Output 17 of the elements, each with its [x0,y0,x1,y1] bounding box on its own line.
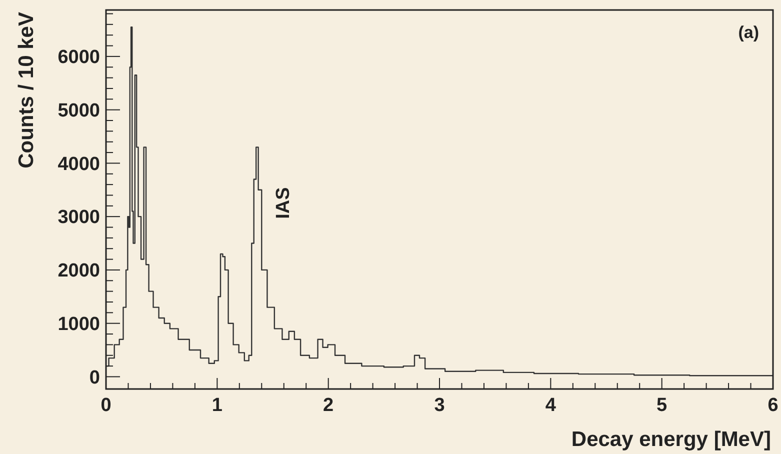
x-tick-label: 5 [656,395,668,416]
x-tick-label: 1 [212,395,223,416]
x-axis-title: Decay energy [MeV] [571,428,771,451]
y-tick-label: 5000 [58,100,100,122]
x-tick-label: 2 [323,395,334,416]
x-tick-label: 4 [545,395,556,416]
y-axis-title: Counts / 10 keV [15,12,38,168]
y-tick-label: 6000 [58,47,100,68]
annotation: (a) [738,23,759,42]
y-tick-label: 2000 [58,260,100,282]
y-tick-label: 1000 [58,314,100,335]
y-tick-label: 4000 [58,154,100,175]
annotation: IAS [273,187,294,219]
y-tick-label: 0 [89,367,100,388]
y-tick-label: 3000 [58,207,100,228]
x-tick-label: 6 [768,395,778,416]
x-tick-label: 3 [434,395,445,416]
